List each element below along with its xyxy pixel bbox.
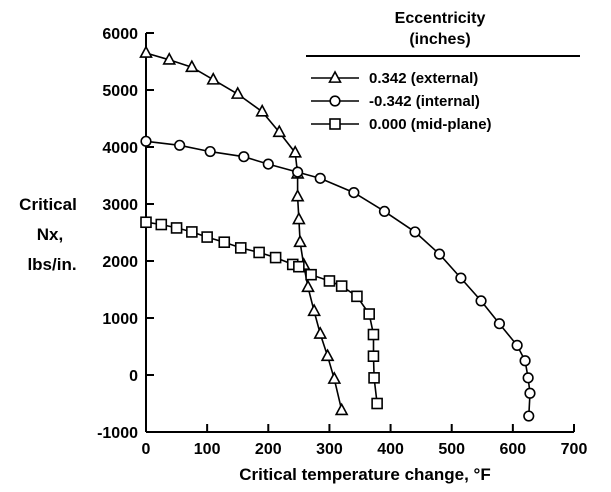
y-tick-label: 4000 <box>102 140 138 157</box>
data-point-circle <box>204 145 216 158</box>
x-axis-title: Critical temperature change, °F <box>239 465 490 484</box>
series-line-circle <box>145 140 531 417</box>
x-tick-label: 400 <box>377 441 404 458</box>
y-axis-title-line-2: Nx, <box>37 225 63 244</box>
y-tick-label: 6000 <box>102 26 138 43</box>
data-point-triangle <box>307 303 321 317</box>
legend-label-triangle: 0.342 (external) <box>369 70 478 87</box>
data-point-triangle <box>290 188 305 202</box>
legend-title-line-2: (inches) <box>409 31 470 48</box>
data-point-triangle <box>301 279 315 293</box>
data-point-triangle <box>230 86 245 99</box>
x-tick-label: 200 <box>255 441 282 458</box>
legend-title-line-1: Eccentricity <box>395 10 486 27</box>
x-tick-label: 700 <box>561 441 588 458</box>
series-triangle <box>139 45 349 416</box>
data-point-square <box>140 216 152 229</box>
x-tick-label: 300 <box>316 441 343 458</box>
data-point-circle <box>475 295 487 307</box>
data-point-circle <box>511 339 523 351</box>
data-point-circle <box>174 139 186 151</box>
data-point-square <box>323 275 336 287</box>
y-tick-label: -1000 <box>97 425 138 442</box>
legend-marker-triangle <box>328 70 342 83</box>
data-point-circle <box>433 248 446 260</box>
legend-marker-circle <box>329 95 341 107</box>
legend: Eccentricity (inches) 0.342 (external) -0… <box>306 10 580 133</box>
data-point-square <box>234 242 247 254</box>
legend-label-circle: -0.342 (internal) <box>369 93 480 110</box>
x-tick-label: 500 <box>438 441 465 458</box>
data-point-triangle <box>293 234 307 248</box>
data-point-square <box>335 280 348 292</box>
data-point-triangle <box>162 52 177 65</box>
data-point-circle <box>314 172 326 184</box>
legend-entry-circle: -0.342 (internal) <box>311 93 480 110</box>
data-point-square <box>367 350 380 362</box>
data-point-square <box>351 290 363 303</box>
data-point-square <box>371 397 383 410</box>
series-square <box>140 216 383 410</box>
data-point-circle <box>409 226 421 238</box>
data-point-circle <box>519 355 531 367</box>
data-point-square <box>218 236 231 248</box>
data-point-circle <box>524 387 536 399</box>
data-point-square <box>368 372 380 384</box>
y-tick-label: 2000 <box>102 254 138 271</box>
data-point-triangle <box>292 211 306 225</box>
data-point-triangle <box>327 371 342 384</box>
y-tick-label: 3000 <box>102 197 138 214</box>
y-tick-label: 1000 <box>102 311 138 328</box>
data-point-circle <box>455 272 467 284</box>
legend-marker-square <box>329 118 341 130</box>
x-tick-label: 100 <box>194 441 221 458</box>
data-point-circle <box>522 372 534 384</box>
y-tick-label: 0 <box>129 368 138 385</box>
data-point-circle <box>140 135 152 147</box>
data-point-triangle <box>334 402 349 416</box>
legend-entry-triangle: 0.342 (external) <box>311 70 478 87</box>
series-layer <box>139 45 536 422</box>
data-point-circle <box>523 410 535 422</box>
data-point-circle <box>493 318 506 330</box>
legend-entry-square: 0.000 (mid-plane) <box>311 116 492 133</box>
data-point-square <box>305 268 317 281</box>
y-axis-title: Critical Nx, lbs/in. <box>19 195 77 274</box>
data-point-square <box>170 222 183 234</box>
data-point-triangle <box>288 144 303 158</box>
y-axis-title-line-3: lbs/in. <box>27 255 76 274</box>
data-point-triangle <box>185 59 199 73</box>
y-axis-title-line-1: Critical <box>19 195 77 214</box>
x-tick-label: 0 <box>142 441 151 458</box>
data-point-circle <box>262 158 274 170</box>
data-point-triangle <box>206 72 221 85</box>
data-point-circle <box>348 187 360 199</box>
data-point-square <box>155 218 168 231</box>
data-point-square <box>253 246 265 259</box>
data-point-triangle <box>255 103 270 117</box>
data-point-triangle <box>313 326 328 339</box>
series-circle <box>140 135 536 422</box>
data-point-square <box>293 260 305 273</box>
data-point-triangle <box>139 45 153 58</box>
data-point-circle <box>238 151 250 163</box>
legend-entries: 0.342 (external) -0.342 (internal) 0.000 (… <box>311 70 492 133</box>
data-point-square <box>186 226 198 238</box>
data-point-triangle <box>320 348 335 362</box>
data-point-triangle <box>272 124 287 138</box>
y-tick-label: 5000 <box>102 83 138 100</box>
data-point-square <box>201 231 213 243</box>
data-point-square <box>367 328 380 341</box>
data-point-circle <box>378 205 391 218</box>
data-point-square <box>363 308 375 320</box>
data-point-circle <box>292 166 304 178</box>
x-tick-label: 600 <box>500 441 527 458</box>
data-point-square <box>269 251 282 264</box>
legend-label-square: 0.000 (mid-plane) <box>369 116 492 133</box>
